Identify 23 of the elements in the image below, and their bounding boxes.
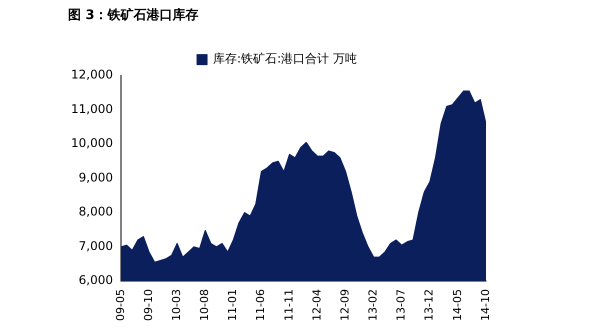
y-tick-label: 8,000 — [78, 204, 113, 219]
x-tick-label: 13-02 — [366, 289, 380, 322]
x-tick-label: 13-07 — [394, 289, 408, 322]
x-tick-label: 09-10 — [142, 289, 155, 322]
x-tick-label: 14-10 — [478, 289, 492, 322]
x-tick-label: 11-06 — [254, 289, 268, 322]
x-tick-label: 11-11 — [282, 289, 296, 322]
y-tick-label: 10,000 — [70, 136, 113, 150]
y-tick-label: 6,000 — [78, 273, 113, 288]
x-tick-label: 14-05 — [450, 289, 464, 322]
y-tick-label: 7,000 — [78, 238, 113, 253]
x-tick-label: 12-09 — [338, 289, 352, 322]
y-tick-label: 12,000 — [70, 68, 113, 82]
y-tick-label: 11,000 — [70, 102, 113, 116]
x-tick-label: 09-05 — [114, 289, 127, 322]
x-tick-label: 10-03 — [170, 289, 184, 322]
legend-label: 库存:铁矿石:港口合计 万吨 — [213, 52, 357, 66]
x-tick-label: 10-08 — [198, 289, 212, 322]
chart-title: 图 3：铁矿石港口库存 — [68, 7, 199, 24]
y-tick-label: 9,000 — [78, 170, 113, 184]
x-tick-label: 12-04 — [310, 289, 324, 322]
x-tick-label: 13-12 — [422, 289, 436, 322]
x-tick-label: 11-01 — [226, 289, 240, 322]
